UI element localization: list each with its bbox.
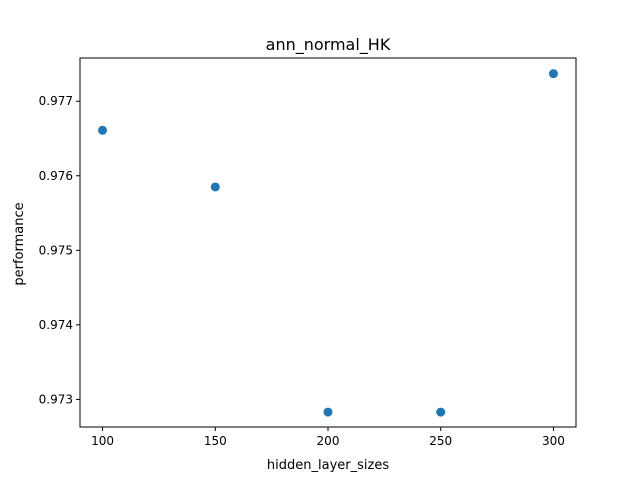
y-tick-label: 0.974 (39, 318, 73, 332)
x-tick-label: 250 (429, 434, 452, 448)
x-tick-label: 200 (317, 434, 340, 448)
x-axis-label: hidden_layer_sizes (267, 458, 389, 473)
x-tick-label: 150 (204, 434, 227, 448)
y-tick-label: 0.975 (39, 243, 73, 257)
x-tick-label: 300 (542, 434, 565, 448)
y-tick-label: 0.976 (39, 169, 73, 183)
chart-title: ann_normal_HK (266, 35, 391, 55)
y-tick-label: 0.977 (39, 94, 73, 108)
y-tick-label: 0.973 (39, 392, 73, 406)
data-point (548, 69, 558, 79)
plot-area: 100 150 200 250 300 0.973 0.974 0.975 0.976 0.977 (39, 57, 577, 448)
x-tick-label: 100 (91, 434, 114, 448)
y-axis-label: performance (12, 202, 27, 285)
data-point (210, 182, 220, 192)
data-point (436, 407, 446, 417)
data-point (98, 125, 108, 135)
data-point (323, 407, 333, 417)
